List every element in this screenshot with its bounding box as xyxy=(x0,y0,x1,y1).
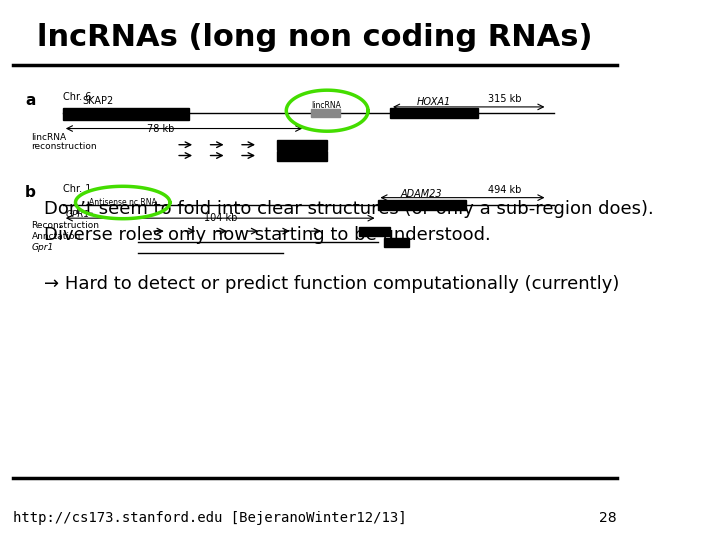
Bar xyxy=(277,140,327,150)
Text: lincRNA: lincRNA xyxy=(311,101,341,110)
Text: Reconstruction: Reconstruction xyxy=(32,221,99,231)
Text: → Hard to detect or predict function computationally (currently): → Hard to detect or predict function com… xyxy=(44,275,619,293)
Text: Chr. 6: Chr. 6 xyxy=(63,92,91,102)
Bar xyxy=(312,109,340,117)
Bar xyxy=(377,200,466,210)
Bar xyxy=(359,227,390,236)
Text: reconstruction: reconstruction xyxy=(32,142,97,151)
Text: Chr. 1: Chr. 1 xyxy=(63,184,91,194)
Text: GPR1: GPR1 xyxy=(66,210,91,219)
Text: Annctation: Annctation xyxy=(32,232,81,241)
Text: ADAM23: ADAM23 xyxy=(401,188,442,199)
Bar xyxy=(384,238,409,247)
Text: 28: 28 xyxy=(599,511,616,525)
Text: 494 kb: 494 kb xyxy=(487,185,521,195)
Text: SKAP2: SKAP2 xyxy=(82,96,113,106)
Text: lincRNA: lincRNA xyxy=(32,133,66,143)
Bar xyxy=(63,108,189,120)
Text: Gpr1: Gpr1 xyxy=(32,243,54,252)
Text: 78 kb: 78 kb xyxy=(147,124,174,134)
Text: HOXA1: HOXA1 xyxy=(417,97,451,107)
Text: lncRNAs (long non coding RNAs): lncRNAs (long non coding RNAs) xyxy=(37,23,593,52)
Text: Antisense nc.RNA: Antisense nc.RNA xyxy=(89,198,156,207)
Text: a: a xyxy=(25,93,35,109)
Bar xyxy=(390,108,478,118)
Text: b: b xyxy=(25,185,36,200)
Bar xyxy=(277,151,327,161)
Text: http://cs173.stanford.edu [BejeranoWinter12/13]: http://cs173.stanford.edu [BejeranoWinte… xyxy=(12,511,406,525)
Text: 315 kb: 315 kb xyxy=(487,93,521,104)
Text: Don’t seem to fold into clear structures (or only a sub-region does).
Diverse ro: Don’t seem to fold into clear structures… xyxy=(44,200,654,244)
Text: 104 kb: 104 kb xyxy=(204,213,237,224)
